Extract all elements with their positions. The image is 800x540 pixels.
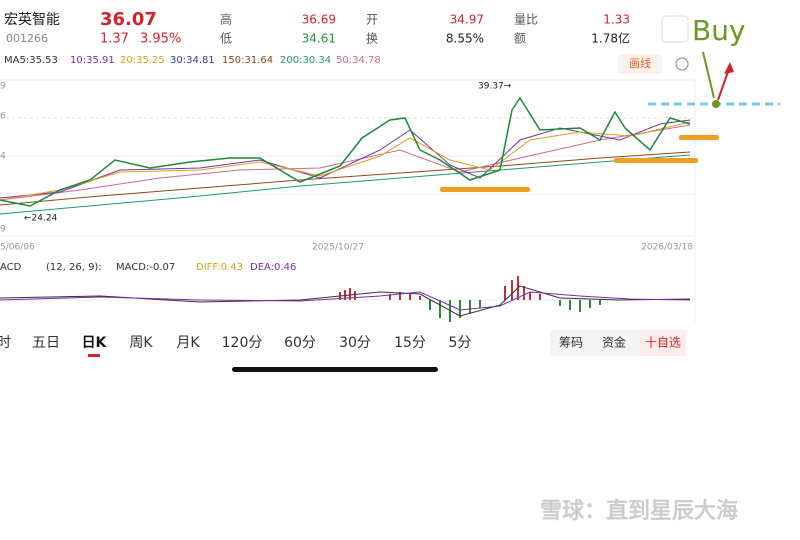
ma: 50:34.78 (336, 55, 381, 66)
macd-value: MACD:-0.07 (116, 262, 175, 273)
tab[interactable]: 时 (0, 335, 11, 351)
ma: 200:30.34 (280, 55, 331, 66)
home-indicator (232, 367, 438, 372)
draw-button-label: 画线 (629, 56, 651, 70)
axis-label: 4 (0, 152, 6, 162)
ma: 10:35.91 (70, 55, 115, 66)
date-label: 2025/10/27 (312, 243, 364, 253)
settings-icon[interactable] (675, 57, 689, 71)
tab[interactable]: 60分 (284, 335, 316, 351)
dot (712, 100, 720, 108)
button[interactable]: 十自选 (645, 336, 681, 350)
label: 高 (220, 12, 232, 27)
ma: 20:35.25 (120, 55, 165, 66)
macd-dea: DEA:0.46 (250, 262, 296, 273)
button[interactable]: 资金 (602, 335, 626, 350)
axis-label: 9 (0, 82, 6, 92)
label: 低 (220, 32, 232, 46)
macd-diff: DIFF:0.43 (196, 262, 243, 273)
icon-button[interactable] (661, 15, 689, 43)
tab[interactable]: 五日 (32, 335, 60, 351)
macd-bars (559, 300, 601, 312)
value: 1.78亿 (591, 31, 630, 46)
date-label: 5/06/06 (0, 243, 35, 253)
change: 1.37 (100, 32, 129, 47)
price-mark: 39.37→ (478, 82, 512, 92)
ma: 150:31.64 (222, 55, 273, 66)
label: 额 (514, 32, 526, 46)
ma: MA5:35.53 (4, 55, 58, 66)
arrowhead (724, 62, 734, 74)
value: 8.55% (446, 32, 484, 46)
tab[interactable]: 30分 (339, 335, 371, 351)
ma: 30:34.81 (170, 55, 215, 66)
draw-button[interactable] (618, 54, 662, 74)
change-pct: 3.95% (140, 32, 181, 47)
macd-line (0, 285, 691, 317)
ma-line (0, 124, 691, 201)
stock-code: 001266 (6, 32, 48, 45)
macd-line (0, 291, 691, 311)
tab[interactable]: 月K (176, 335, 200, 351)
value: 36.69 (302, 13, 336, 27)
button[interactable]: 筹码 (559, 336, 583, 350)
tab-indicator (88, 354, 100, 357)
highlight (614, 158, 698, 163)
highlight (679, 135, 719, 140)
value: 1.33 (603, 13, 630, 27)
price-mark: ←24.24 (24, 214, 58, 224)
macd-params: (12, 26, 9): (46, 262, 102, 273)
arrow (702, 51, 715, 99)
stock-name: 宏英智能 (4, 11, 60, 28)
ma-line (0, 121, 691, 201)
value: 34.61 (302, 32, 336, 46)
watermark: 雪球：直到星辰大海 (540, 498, 738, 524)
ma-line (0, 151, 691, 206)
label: 开 (366, 13, 378, 27)
tab[interactable]: 5分 (449, 335, 472, 351)
highlight (440, 187, 530, 192)
date-label: 2026/03/18 (641, 243, 693, 253)
price-line (0, 96, 691, 207)
buy-annotation: Buy (692, 14, 746, 47)
watchlist-button[interactable] (640, 330, 686, 356)
label: 量比 (514, 13, 538, 27)
macd-name: ACD (0, 262, 22, 273)
tab[interactable]: 120分 (222, 335, 263, 351)
price: 36.07 (100, 9, 157, 30)
tab[interactable]: 周K (129, 335, 153, 351)
ma-line (0, 154, 691, 215)
axis-label: 9 (0, 225, 6, 235)
value: 34.97 (450, 13, 484, 27)
axis-label: 6 (0, 112, 6, 122)
tab[interactable]: 日K (82, 335, 108, 351)
macd-bars (504, 276, 541, 300)
label: 换 (366, 32, 378, 46)
tab[interactable]: 15分 (394, 335, 426, 351)
